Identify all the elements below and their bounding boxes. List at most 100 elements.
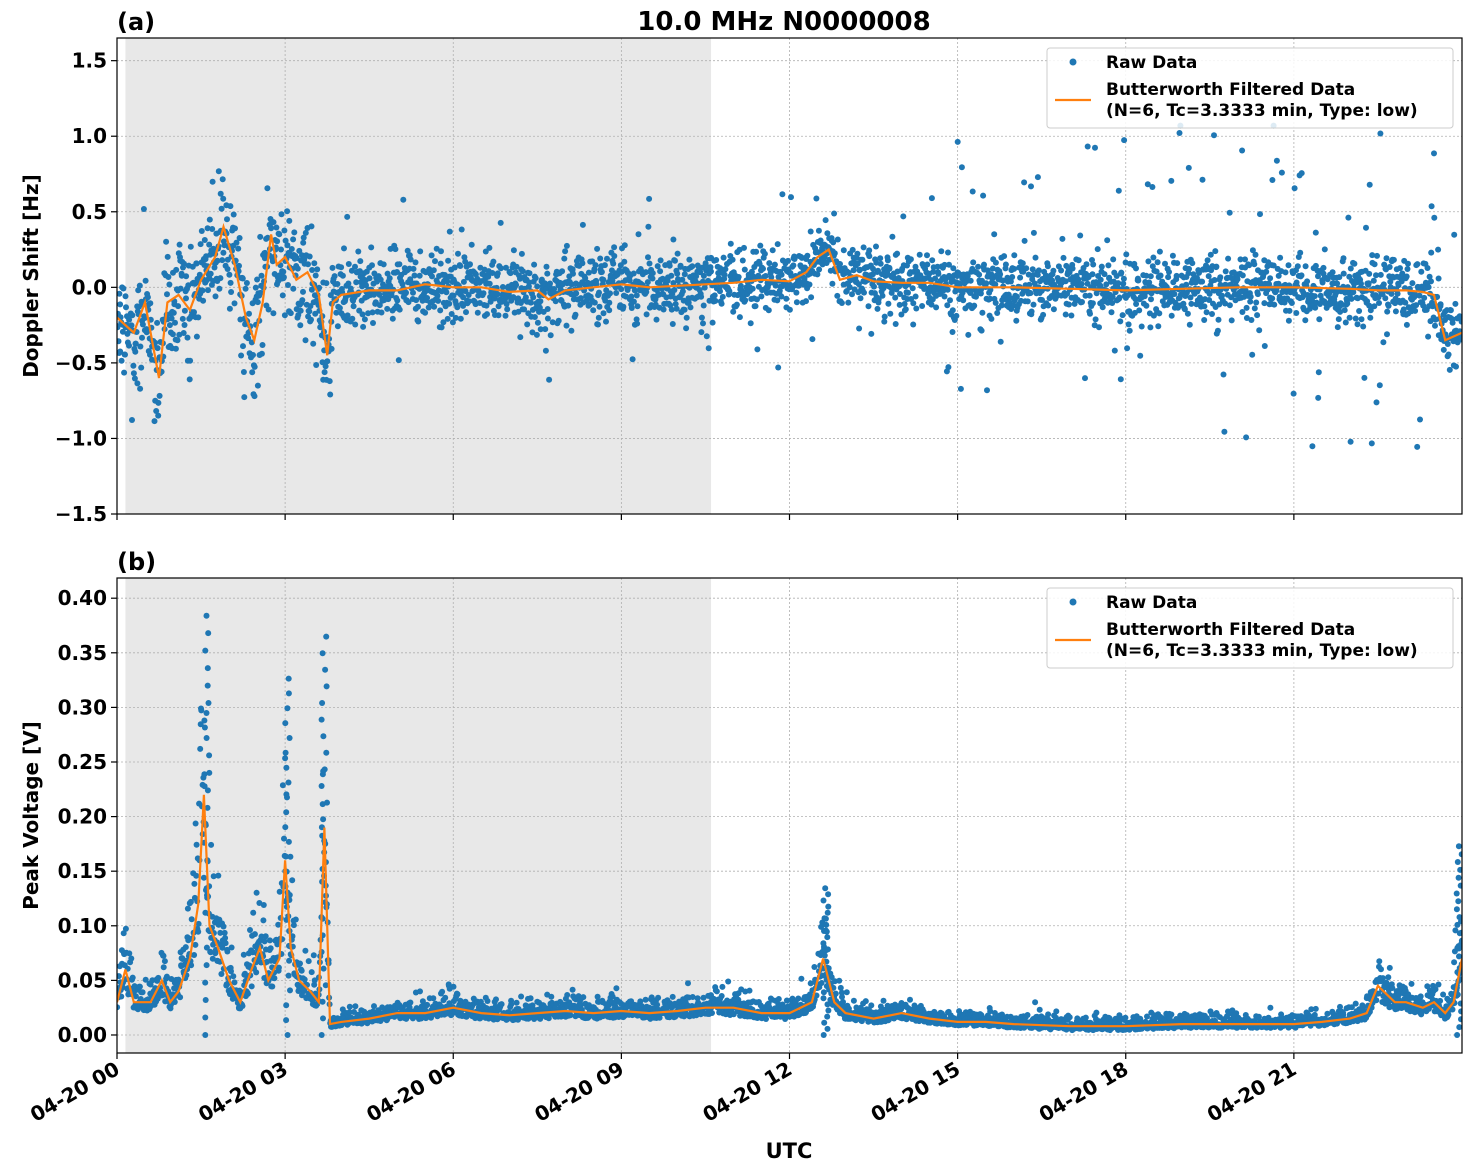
raw-data-point bbox=[191, 309, 197, 316]
raw-data-point bbox=[179, 315, 186, 322]
raw-data-point bbox=[687, 304, 694, 311]
raw-data-point bbox=[705, 345, 712, 352]
raw-data-point bbox=[224, 948, 231, 955]
raw-data-point bbox=[197, 721, 204, 728]
raw-data-point bbox=[228, 944, 235, 951]
raw-data-point bbox=[760, 265, 766, 272]
raw-data-point bbox=[366, 275, 373, 282]
raw-data-point bbox=[1286, 307, 1293, 314]
raw-data-point bbox=[719, 983, 726, 990]
raw-data-point bbox=[405, 299, 412, 306]
raw-data-point bbox=[1143, 302, 1150, 309]
raw-data-point bbox=[166, 281, 173, 288]
raw-data-point bbox=[707, 264, 714, 271]
raw-data-point bbox=[718, 300, 725, 307]
raw-data-point bbox=[1315, 273, 1321, 280]
raw-data-point bbox=[722, 266, 729, 273]
raw-data-point bbox=[518, 250, 525, 257]
raw-data-point bbox=[210, 245, 217, 252]
raw-data-point bbox=[344, 213, 351, 220]
raw-data-point bbox=[742, 297, 749, 304]
raw-data-point bbox=[281, 312, 288, 319]
raw-data-point bbox=[271, 975, 278, 982]
raw-data-point bbox=[292, 916, 299, 923]
raw-data-point bbox=[1312, 229, 1319, 236]
raw-data-point bbox=[607, 290, 613, 297]
raw-data-point bbox=[384, 270, 391, 277]
raw-data-point bbox=[592, 262, 599, 269]
raw-data-point bbox=[182, 944, 189, 951]
raw-data-point bbox=[192, 941, 199, 948]
raw-data-point bbox=[778, 293, 785, 300]
raw-data-point bbox=[314, 266, 321, 273]
raw-data-point bbox=[1101, 271, 1108, 278]
raw-data-point bbox=[120, 285, 127, 292]
raw-data-point bbox=[1416, 292, 1423, 299]
raw-data-point bbox=[807, 993, 814, 1000]
raw-data-point bbox=[1180, 300, 1187, 307]
raw-data-point bbox=[487, 298, 494, 305]
raw-data-point bbox=[285, 282, 291, 288]
raw-data-point bbox=[1124, 345, 1131, 352]
raw-data-point bbox=[875, 267, 881, 274]
raw-data-point bbox=[282, 237, 289, 244]
raw-data-point bbox=[1367, 307, 1374, 314]
raw-data-point bbox=[657, 257, 664, 264]
raw-data-point bbox=[980, 192, 987, 199]
raw-data-point bbox=[279, 782, 286, 789]
raw-data-point bbox=[422, 309, 429, 316]
raw-data-point bbox=[467, 261, 473, 268]
raw-data-point bbox=[747, 320, 754, 327]
raw-data-point bbox=[163, 973, 170, 980]
raw-data-point bbox=[907, 256, 914, 263]
raw-data-point bbox=[778, 271, 785, 278]
raw-data-point bbox=[1115, 280, 1122, 287]
raw-data-point bbox=[671, 287, 678, 293]
raw-data-point bbox=[668, 306, 675, 313]
raw-data-point bbox=[129, 312, 136, 319]
raw-data-point bbox=[222, 940, 229, 947]
raw-data-point bbox=[569, 986, 576, 993]
raw-data-point bbox=[289, 877, 296, 884]
raw-data-point bbox=[1189, 260, 1196, 267]
raw-data-point bbox=[1120, 280, 1127, 287]
panel-a-doppler-shift: (a) −1.5−1.0−0.50.00.51.01.5 Doppler Shi… bbox=[19, 8, 1463, 526]
raw-data-point bbox=[193, 841, 200, 848]
raw-data-point bbox=[1417, 416, 1423, 423]
raw-data-point bbox=[1068, 312, 1075, 319]
raw-data-point bbox=[834, 236, 841, 243]
y-tick-label: 0.0 bbox=[72, 275, 107, 299]
raw-data-point bbox=[1451, 231, 1458, 238]
raw-data-point bbox=[829, 280, 836, 287]
raw-data-point bbox=[371, 1003, 377, 1010]
raw-data-point bbox=[184, 334, 191, 341]
raw-data-point bbox=[717, 265, 724, 272]
raw-data-point bbox=[1174, 260, 1181, 267]
raw-data-point bbox=[452, 314, 459, 321]
raw-data-point bbox=[748, 268, 755, 275]
raw-data-point bbox=[1388, 290, 1395, 297]
raw-data-point bbox=[1242, 256, 1248, 263]
raw-data-point bbox=[1199, 278, 1206, 285]
raw-data-point bbox=[301, 976, 308, 983]
raw-data-point bbox=[238, 352, 245, 359]
raw-data-point bbox=[117, 348, 124, 355]
raw-data-point bbox=[195, 928, 202, 935]
raw-data-point bbox=[175, 303, 182, 310]
raw-data-point bbox=[308, 286, 315, 293]
raw-data-point bbox=[135, 287, 142, 294]
raw-data-point bbox=[1109, 293, 1116, 300]
raw-data-point bbox=[460, 294, 467, 301]
raw-data-point bbox=[345, 261, 352, 267]
raw-data-point bbox=[1371, 261, 1378, 268]
raw-data-point bbox=[1342, 319, 1349, 326]
raw-data-point bbox=[1089, 300, 1096, 307]
raw-data-point bbox=[323, 280, 330, 287]
raw-data-point bbox=[1147, 273, 1154, 280]
raw-data-point bbox=[668, 272, 675, 279]
raw-data-point bbox=[242, 285, 249, 292]
raw-data-point bbox=[621, 258, 628, 265]
raw-data-point bbox=[1368, 440, 1375, 447]
raw-data-point bbox=[248, 339, 255, 346]
raw-data-point bbox=[290, 285, 297, 292]
